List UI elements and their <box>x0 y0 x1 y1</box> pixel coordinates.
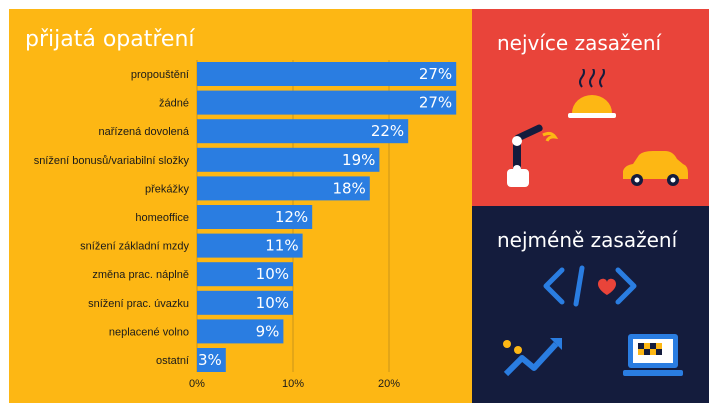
x-tick-label: 10% <box>282 378 304 390</box>
bar <box>197 176 370 201</box>
category-label: propouštění <box>131 69 189 81</box>
value-label: 18% <box>332 179 365 197</box>
bar <box>197 319 284 344</box>
laptop-icon <box>623 334 683 376</box>
category-label: snížení prac. úvazku <box>88 298 189 310</box>
cloche-icon <box>568 69 616 118</box>
value-label: 9% <box>256 322 280 340</box>
bar <box>197 90 457 115</box>
bar <box>197 205 313 229</box>
category-label: snížení základní mzdy <box>80 241 189 253</box>
category-label: žádné <box>159 98 189 110</box>
code-heart-icon <box>543 265 637 307</box>
chart-title: přijatá opatření <box>25 27 195 52</box>
value-label: 12% <box>275 208 308 226</box>
value-label: 19% <box>342 151 375 169</box>
trend-chart-icon <box>503 338 562 377</box>
value-label: 27% <box>419 94 452 112</box>
value-label: 27% <box>419 65 452 83</box>
value-label: 22% <box>371 122 404 140</box>
category-label: ostatní <box>156 355 189 367</box>
bar <box>197 348 226 372</box>
least-affected-title: nejméně zasažení <box>497 228 678 252</box>
bar <box>197 262 293 287</box>
robot-arm-icon <box>507 124 559 187</box>
least-affected-panel: nejméně zasažení <box>472 206 709 403</box>
most-affected-title: nejvíce zasažení <box>497 31 662 55</box>
value-label: 10% <box>256 265 289 283</box>
most-affected-panel: nejvíce zasažení <box>472 9 709 206</box>
category-label: neplacené volno <box>109 326 189 338</box>
category-label: změna prac. náplně <box>92 269 189 281</box>
category-label: snížení bonusů/variabilní složky <box>34 155 190 167</box>
value-label: 11% <box>265 237 298 255</box>
category-label: nařízená dovolená <box>98 126 189 138</box>
bar <box>197 290 293 315</box>
bar <box>197 233 303 258</box>
bar <box>197 147 380 172</box>
x-tick-label: 0% <box>189 378 205 390</box>
bar <box>197 62 457 86</box>
value-label: 3% <box>198 351 222 369</box>
category-label: homeoffice <box>135 212 189 224</box>
value-label: 10% <box>256 294 289 312</box>
x-tick-label: 20% <box>378 378 400 390</box>
bar <box>197 119 409 144</box>
car-icon <box>623 151 688 186</box>
category-label: překážky <box>145 183 190 195</box>
